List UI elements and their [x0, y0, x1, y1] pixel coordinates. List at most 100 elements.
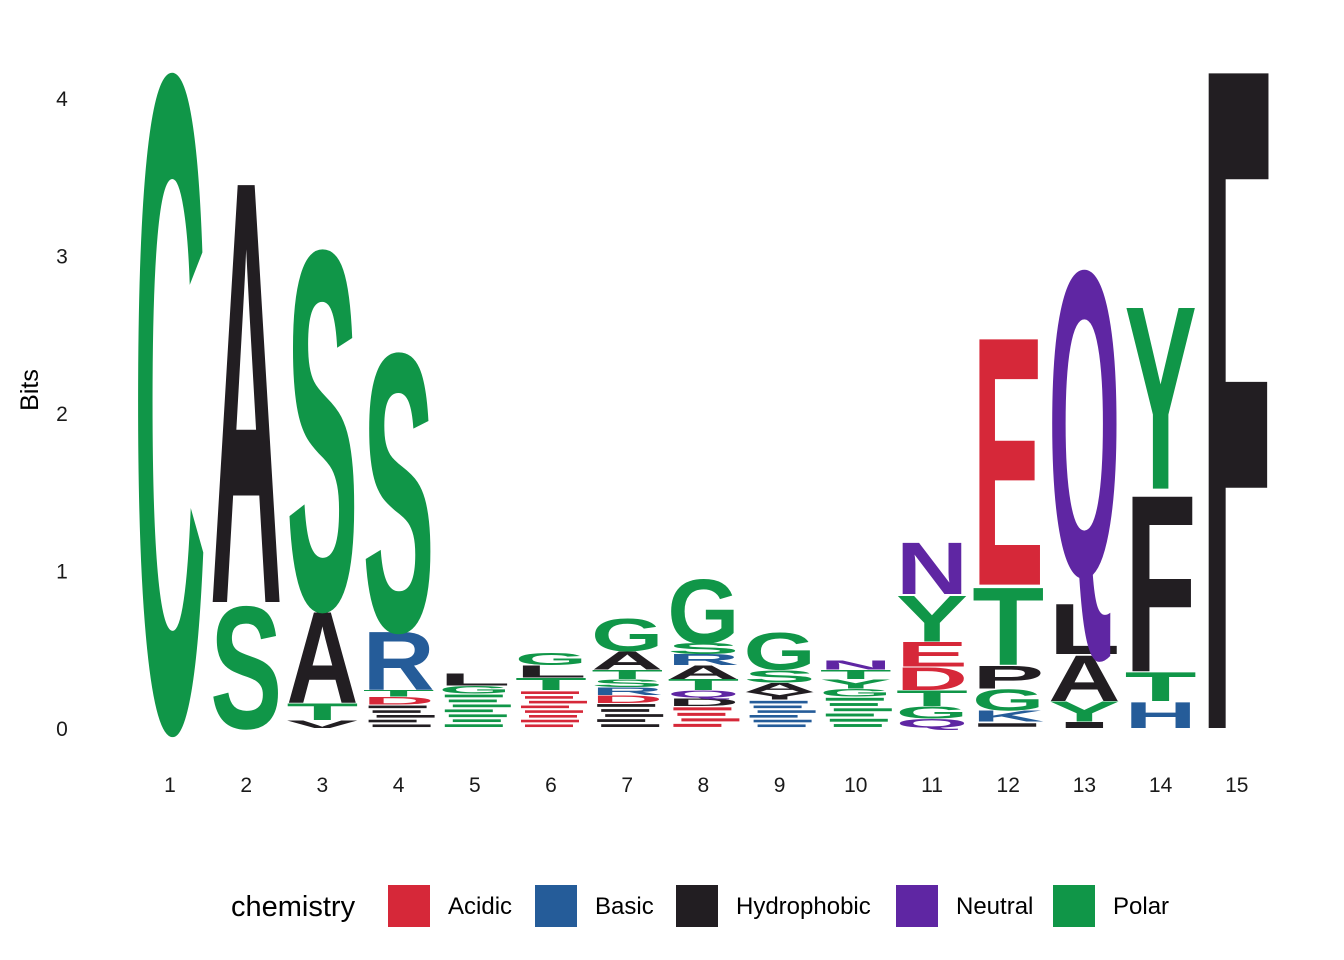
logo-minor-residue	[749, 700, 808, 704]
logo-letter: G	[820, 687, 892, 699]
logo-letter: T	[286, 699, 358, 726]
logo-minor-residue	[753, 705, 802, 709]
x-tick-label: 8	[698, 774, 710, 797]
x-axis: 1 2 3 4 5 6 7 8 9 10 11 12 13 14 15	[164, 774, 1248, 797]
logo-letter: G	[515, 649, 587, 668]
logo-letter: T	[515, 674, 587, 694]
logo-letter: F	[1125, 442, 1197, 725]
logo-letter: P	[972, 659, 1044, 696]
logo-minor-residue	[452, 704, 511, 708]
logo-letter: G	[972, 683, 1044, 717]
x-tick-label: 12	[997, 774, 1020, 797]
legend: chemistry Acidic Basic Hydrophobic Neutral P…	[231, 885, 1169, 927]
logo-stack: C	[134, 0, 206, 928]
logo-letter: T	[896, 686, 968, 711]
logo-minor-residue	[978, 723, 1037, 727]
logo-letter: T	[667, 676, 739, 693]
logo-letter: Y	[1048, 696, 1120, 728]
logo-letter: T	[591, 667, 663, 682]
logo-letter: Y	[820, 677, 892, 692]
logo-letter: E	[896, 635, 968, 674]
logo-letter: T	[363, 689, 435, 699]
y-tick-label: 4	[56, 88, 68, 111]
logo-minor-residue	[829, 703, 878, 706]
y-tick-label: 1	[56, 561, 68, 584]
x-tick-label: 2	[240, 774, 252, 797]
logo-minor-residue	[452, 719, 501, 723]
logo-letter: D	[667, 696, 739, 708]
logo-minor-residue	[749, 715, 798, 718]
logo-letter: T	[972, 565, 1044, 689]
logo-letter: S	[363, 270, 435, 715]
legend-label-basic: Basic	[595, 893, 654, 920]
legend-label-hydrophobic: Hydrophobic	[736, 893, 871, 920]
logo-minor-residue	[368, 719, 417, 723]
legend-key-hydrophobic	[676, 885, 718, 927]
logo-letter: A	[667, 662, 739, 684]
logo-minor-residue	[525, 724, 573, 728]
logo-letter: D	[591, 693, 663, 705]
logo-stack: TLG	[515, 649, 587, 728]
logo-minor-residue	[829, 718, 888, 722]
logo-minor-residue	[601, 724, 660, 727]
legend-key-basic	[535, 885, 577, 927]
logo-minor-residue	[677, 712, 726, 716]
logo-letter: S	[591, 677, 663, 689]
logo-minor-residue	[521, 705, 569, 709]
logo-minor-residue	[521, 719, 579, 723]
legend-key-polar	[1053, 885, 1095, 927]
logo-letter: G	[896, 703, 968, 722]
logo-stack: SA	[210, 55, 282, 765]
logo-letter: Q	[1048, 180, 1120, 670]
logo-minor-residue	[521, 691, 579, 694]
logo-letter: T	[1125, 664, 1197, 711]
logo-minor-residue	[529, 700, 587, 704]
logo-letter: T	[820, 667, 892, 682]
logo-minor-residue	[757, 710, 816, 713]
logo-letter: K	[972, 708, 1044, 725]
logo-minor-residue	[376, 715, 435, 718]
logo-minor-residue	[444, 709, 493, 713]
legend-label-polar: Polar	[1113, 893, 1169, 920]
x-tick-label: 14	[1149, 774, 1173, 797]
x-tick-label: 4	[393, 774, 405, 797]
legend-key-acidic	[388, 885, 430, 927]
y-tick-label: 0	[56, 718, 68, 741]
logo-letter: A	[591, 646, 663, 675]
logo-letter: S	[210, 569, 282, 765]
logo-letter: V	[286, 718, 358, 730]
logo-minor-residue	[372, 724, 431, 728]
x-tick-label: 6	[545, 774, 557, 797]
legend-label-neutral: Neutral	[956, 893, 1033, 920]
logo-minor-residue	[448, 714, 507, 718]
logo-stack: GL	[439, 670, 511, 728]
logo-letter: A	[286, 583, 358, 731]
logo-letter: L	[515, 662, 587, 682]
logo-letter: C	[134, 0, 206, 928]
logo-minor-residue	[825, 697, 884, 701]
logo-letter: N	[896, 526, 968, 610]
x-tick-label: 9	[774, 774, 786, 797]
logo-letter: L	[439, 670, 511, 690]
x-tick-label: 7	[621, 774, 633, 797]
y-axis: 0 1 2 3 4	[56, 88, 68, 741]
logo-minor-residue	[601, 709, 650, 712]
logo-letter: N	[820, 658, 892, 673]
logo-letter: S	[667, 640, 739, 657]
logo-letter: D	[363, 695, 435, 707]
logo-minor-residue	[444, 724, 503, 728]
logo-minor-residue	[597, 719, 646, 722]
logo-letter: E	[972, 263, 1044, 661]
logo-minor-residue	[444, 694, 503, 698]
logo-minor-residue	[681, 718, 740, 722]
logo-letter: Y	[744, 690, 816, 702]
logo-minor-residue	[597, 704, 656, 707]
logo-letter: L	[1048, 589, 1120, 670]
x-tick-label: 5	[469, 774, 481, 797]
